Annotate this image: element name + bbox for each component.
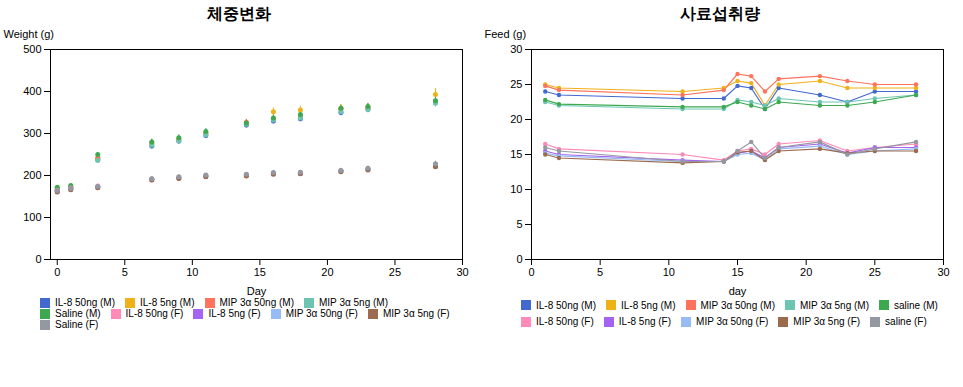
html-text:MIP 3α 50ng (M): MIP 3α 50ng (M) — [700, 299, 775, 311]
svg-text:25: 25 — [869, 266, 881, 278]
svg-text:500: 500 — [23, 43, 41, 55]
html-text:MIP 3α 5ng (F): MIP 3α 5ng (F) — [793, 316, 861, 328]
html-text:saline (F): saline (F) — [885, 316, 927, 328]
svg-text:200: 200 — [23, 169, 41, 181]
svg-text:0: 0 — [35, 253, 41, 265]
html-text:IL-8 50ng (F): IL-8 50ng (F) — [125, 308, 184, 319]
html-text:IL-8 5ng (F): IL-8 5ng (F) — [618, 316, 672, 328]
svg-text:100: 100 — [23, 211, 41, 223]
html-text:Saline (F): Saline (F) — [55, 319, 99, 330]
svg-text:15: 15 — [510, 148, 522, 160]
svg-text:0: 0 — [528, 266, 534, 278]
svg-text:Day: Day — [247, 285, 267, 297]
svg-text:10: 10 — [186, 266, 198, 278]
svg-text:5: 5 — [122, 266, 128, 278]
svg-text:30: 30 — [510, 43, 522, 55]
html-text:IL-8 50ng (F): IL-8 50ng (F) — [536, 316, 594, 328]
html-text:IL-8 50ng (M): IL-8 50ng (M) — [55, 297, 115, 308]
svg-text:30: 30 — [456, 266, 468, 278]
html-text:MIP 3α 50ng (F): MIP 3α 50ng (F) — [696, 316, 769, 328]
html-text:MIP 3α 5ng (F): MIP 3α 5ng (F) — [382, 308, 450, 319]
svg-text:30: 30 — [937, 266, 949, 278]
svg-text:400: 400 — [23, 85, 41, 97]
svg-text:20: 20 — [321, 266, 333, 278]
html-text:Saline (M): Saline (M) — [55, 308, 101, 319]
svg-text:15: 15 — [731, 266, 743, 278]
html-text:IL-8 5ng (F): IL-8 5ng (F) — [208, 308, 261, 319]
html-text:MIP 3α 50ng (F): MIP 3α 50ng (F) — [285, 308, 358, 319]
html-text:IL-8 5ng (M): IL-8 5ng (M) — [140, 297, 195, 308]
svg-text:25: 25 — [510, 78, 522, 90]
html-text:체중변화: 체중변화 — [207, 5, 271, 22]
svg-text:25: 25 — [389, 266, 401, 278]
svg-text:0: 0 — [54, 266, 60, 278]
svg-text:10: 10 — [663, 266, 675, 278]
html-text:MIP 3α 5ng (M): MIP 3α 5ng (M) — [319, 297, 388, 308]
svg-text:Feed (g): Feed (g) — [485, 28, 527, 40]
svg-text:15: 15 — [254, 266, 266, 278]
svg-text:20: 20 — [800, 266, 812, 278]
html-text:IL-8 5ng (M): IL-8 5ng (M) — [621, 299, 676, 311]
html-text:MIP 3α 5ng (M): MIP 3α 5ng (M) — [800, 299, 869, 311]
html-text:IL-8 50ng (M): IL-8 50ng (M) — [536, 299, 596, 311]
svg-text:300: 300 — [23, 127, 41, 139]
svg-text:5: 5 — [597, 266, 603, 278]
svg-text:0: 0 — [516, 253, 522, 265]
svg-text:20: 20 — [510, 113, 522, 125]
svg-text:10: 10 — [510, 183, 522, 195]
html-text:saline (M): saline (M) — [894, 299, 938, 311]
svg-text:5: 5 — [516, 218, 522, 230]
svg-text:day: day — [729, 285, 747, 297]
html-text:MIP 3α 50ng (M): MIP 3α 50ng (M) — [219, 297, 294, 308]
html-text:사료섭취량: 사료섭취량 — [680, 5, 760, 22]
svg-text:Weight (g): Weight (g) — [4, 28, 55, 40]
